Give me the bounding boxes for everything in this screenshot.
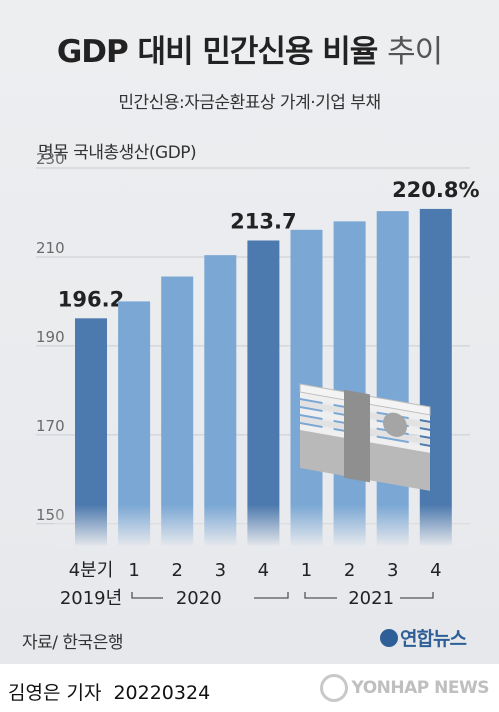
- watermark-text: YONHAP NEWS: [351, 678, 490, 698]
- x-tick-label: 1: [301, 560, 312, 581]
- x-tick-label: 4분기: [69, 560, 114, 581]
- chart-title: GDP 대비 민간신용 비율 추이: [0, 26, 499, 71]
- data-label: 213.7: [230, 209, 296, 233]
- data-label: 220.8%: [392, 178, 479, 202]
- y-tick-label: 210: [36, 239, 65, 257]
- x-tick-label: 3: [215, 560, 226, 581]
- bar: [419, 208, 452, 546]
- x-tick-label: 4: [258, 560, 269, 581]
- bar: [247, 240, 280, 546]
- y-axis-label: 명목 국내총생산(GDP): [38, 143, 197, 163]
- chart-subtitle: 민간신용:자금순환표상 가계·기업 부채: [118, 93, 381, 113]
- logo-mark-icon: [380, 629, 398, 647]
- data-label: 196.2: [58, 287, 124, 311]
- bar: [161, 276, 194, 546]
- bracket-2020: [131, 592, 289, 599]
- x-tick-label: 1: [128, 560, 139, 581]
- x-tick-label: 2: [171, 560, 182, 581]
- author: 김영은 기자: [8, 682, 102, 704]
- byline: 김영은 기자 20220324: [8, 678, 210, 705]
- y-tick-label: 230: [36, 150, 65, 168]
- y-tick-label: 190: [36, 328, 65, 346]
- bar: [376, 211, 409, 546]
- year-label: 2021: [348, 588, 394, 609]
- x-tick-label: 4: [430, 560, 441, 581]
- year-label: 2019년: [60, 588, 122, 609]
- title-tail: 추이: [387, 34, 443, 70]
- footer: 김영은 기자 20220324 YONHAP NEWS: [0, 664, 499, 712]
- watermark-logo-icon: [319, 674, 348, 702]
- publish-date: 20220324: [113, 682, 211, 704]
- yonhap-logo: 연합뉴스: [380, 624, 467, 651]
- year-label: 2020: [176, 588, 222, 609]
- bracket-2021: [304, 592, 434, 599]
- x-tick-label: 2: [344, 560, 355, 581]
- money-stack-illustration: [299, 383, 431, 491]
- bar: [204, 255, 237, 546]
- source-note: 자료/ 한국은행: [22, 633, 123, 653]
- bar: [333, 221, 366, 547]
- watermark: YONHAP NEWS: [319, 674, 490, 702]
- logo-text: 연합뉴스: [400, 628, 467, 650]
- y-tick-label: 170: [36, 417, 65, 435]
- title-main: GDP 대비 민간신용 비율: [56, 34, 378, 70]
- x-tick-label: 3: [387, 560, 398, 581]
